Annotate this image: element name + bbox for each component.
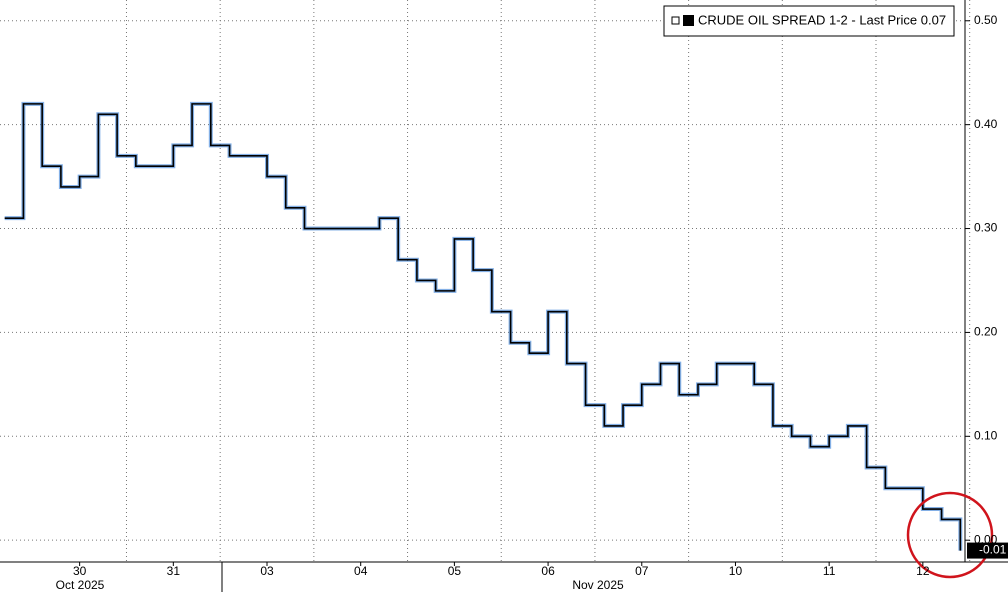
y-tick-label: 0.50	[974, 13, 998, 27]
x-tick-label: 06	[541, 564, 555, 578]
x-tick-label: 12	[916, 564, 930, 578]
legend-box	[663, 5, 955, 37]
last-price-box	[967, 542, 1008, 559]
legend-icon	[671, 16, 680, 25]
x-tick-label: 05	[448, 564, 462, 578]
x-tick-label: 11	[823, 564, 836, 578]
price-line	[4, 103, 962, 551]
highlight-circle	[906, 491, 994, 579]
y-tick-label: 0.30	[974, 221, 998, 235]
y-tick-label: 0.10	[974, 428, 998, 442]
x-tick-label: 10	[729, 564, 743, 578]
x-tick-label: 30	[73, 564, 87, 578]
legend-label: CRUDE OIL SPREAD 1-2 - Last Price 0.07	[698, 12, 946, 27]
last-price-label: -0.01	[979, 543, 1007, 557]
x-tick-label: 03	[260, 564, 274, 578]
legend: CRUDE OIL SPREAD 1-2 - Last Price 0.07	[663, 5, 955, 37]
y-tick-label: 0.20	[974, 325, 998, 339]
month-label: Oct 2025	[56, 578, 105, 592]
x-tick-label: 07	[635, 564, 649, 578]
x-tick-label: 04	[354, 564, 368, 578]
x-tick-label: 31	[167, 564, 181, 578]
month-label: Nov 2025	[572, 578, 624, 592]
y-tick-label: 0.40	[974, 117, 998, 131]
legend-swatch	[683, 15, 694, 26]
